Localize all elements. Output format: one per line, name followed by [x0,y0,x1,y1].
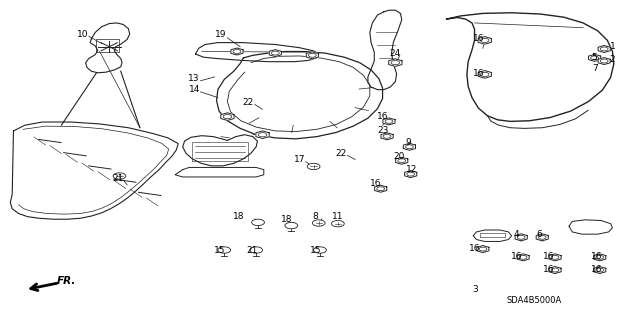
Circle shape [551,256,559,259]
Polygon shape [589,54,601,61]
Text: SDA4B5000A: SDA4B5000A [506,296,561,305]
Text: 7: 7 [592,64,598,73]
Circle shape [113,173,126,179]
Text: 16: 16 [511,252,522,261]
Text: 22: 22 [335,149,347,158]
Circle shape [538,235,546,239]
Text: 16: 16 [472,34,484,43]
Text: 16: 16 [371,179,382,188]
Text: 2: 2 [610,55,615,64]
Text: 8: 8 [313,212,319,221]
Text: 20: 20 [393,152,404,161]
Polygon shape [269,50,282,56]
Polygon shape [383,118,395,125]
Circle shape [314,247,326,253]
Text: 10: 10 [77,30,88,39]
Text: 9: 9 [405,137,411,146]
Text: 19: 19 [215,30,227,39]
Text: 18: 18 [281,215,292,224]
Text: 16: 16 [543,264,554,274]
Polygon shape [536,234,548,241]
Circle shape [481,38,489,42]
Circle shape [517,235,525,239]
Text: 16: 16 [377,112,388,121]
Polygon shape [396,157,408,164]
Polygon shape [381,133,393,140]
Text: 15: 15 [310,246,321,255]
Circle shape [218,247,230,253]
Polygon shape [598,57,611,64]
Circle shape [600,59,608,63]
Polygon shape [549,254,561,261]
Polygon shape [404,171,417,178]
Polygon shape [403,143,415,150]
Text: 18: 18 [233,212,244,221]
Text: 1: 1 [610,42,615,51]
Polygon shape [477,246,489,253]
Polygon shape [517,254,529,261]
Circle shape [591,56,598,60]
Polygon shape [256,131,269,138]
Text: 17: 17 [294,155,305,164]
Text: 3: 3 [472,285,478,294]
Text: 4: 4 [514,230,520,239]
Polygon shape [388,59,402,66]
Circle shape [285,222,298,229]
Text: 14: 14 [189,85,200,94]
Text: 16: 16 [543,252,554,261]
Circle shape [259,133,267,137]
Text: 21: 21 [112,174,124,183]
Polygon shape [598,46,611,52]
Text: 12: 12 [406,165,417,174]
Text: 11: 11 [332,212,344,221]
Circle shape [398,159,406,163]
Circle shape [233,49,241,54]
Circle shape [407,172,415,176]
Circle shape [271,51,279,55]
Text: 16: 16 [472,69,484,78]
Text: 16: 16 [591,252,602,261]
Circle shape [223,115,232,119]
Text: 15: 15 [214,246,225,255]
Text: 16: 16 [591,264,602,274]
Circle shape [479,247,486,251]
Circle shape [385,119,393,123]
Text: 13: 13 [188,74,200,83]
Circle shape [481,72,489,77]
Text: FR.: FR. [57,276,76,286]
Polygon shape [307,52,319,59]
Circle shape [312,220,325,226]
Polygon shape [374,185,387,192]
Text: 22: 22 [243,98,254,107]
Circle shape [596,256,604,259]
Polygon shape [515,234,527,241]
Circle shape [250,247,262,253]
Circle shape [596,268,604,272]
Circle shape [391,61,399,65]
Polygon shape [478,70,492,78]
Circle shape [332,220,344,227]
Circle shape [406,145,413,149]
Polygon shape [231,48,243,55]
Text: 24: 24 [390,48,401,58]
Text: 6: 6 [536,230,542,239]
Polygon shape [221,113,234,121]
Text: 23: 23 [377,126,388,135]
Circle shape [252,219,264,226]
Circle shape [551,268,559,272]
Circle shape [308,53,316,57]
Circle shape [307,163,320,170]
Text: 5: 5 [592,53,598,62]
Polygon shape [478,37,492,44]
Circle shape [600,47,608,51]
Polygon shape [549,267,561,273]
Circle shape [383,134,391,138]
Text: 16: 16 [469,244,481,253]
Circle shape [519,256,527,259]
Polygon shape [594,254,606,261]
Polygon shape [594,267,606,273]
Text: 21: 21 [246,246,257,255]
Circle shape [377,187,385,191]
